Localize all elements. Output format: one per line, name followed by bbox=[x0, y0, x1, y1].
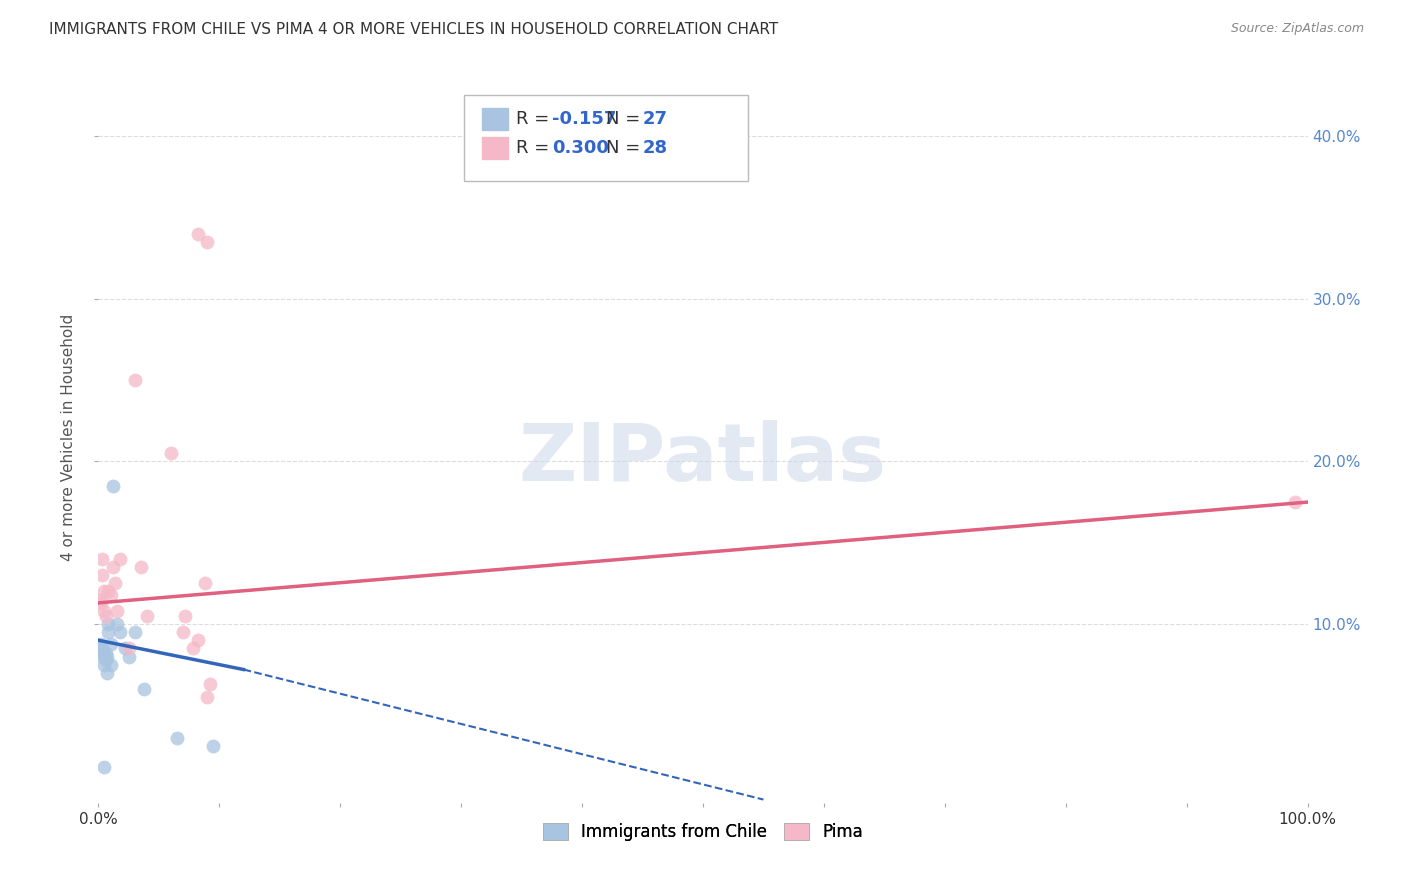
Point bbox=[105, 604, 128, 618]
Point bbox=[91, 645, 114, 659]
Point bbox=[93, 584, 115, 599]
Text: N =: N = bbox=[606, 139, 647, 157]
Point bbox=[100, 657, 122, 672]
Point bbox=[187, 227, 209, 241]
Point bbox=[93, 646, 115, 660]
Point bbox=[195, 690, 218, 705]
Point bbox=[100, 588, 122, 602]
Point bbox=[97, 625, 120, 640]
Point bbox=[93, 604, 115, 618]
Point bbox=[96, 665, 118, 680]
Point bbox=[118, 649, 141, 664]
Y-axis label: 4 or more Vehicles in Household: 4 or more Vehicles in Household bbox=[60, 313, 76, 561]
Point bbox=[114, 641, 136, 656]
Point bbox=[101, 479, 124, 493]
FancyBboxPatch shape bbox=[482, 108, 509, 130]
Point bbox=[94, 646, 117, 660]
FancyBboxPatch shape bbox=[464, 95, 748, 181]
Point bbox=[166, 731, 188, 745]
Point bbox=[93, 760, 115, 774]
Point bbox=[94, 608, 117, 623]
Text: 28: 28 bbox=[643, 139, 668, 157]
Point bbox=[104, 576, 127, 591]
Point bbox=[194, 576, 217, 591]
Point bbox=[174, 608, 197, 623]
Point bbox=[172, 625, 194, 640]
Point bbox=[90, 646, 112, 660]
Point bbox=[160, 446, 183, 460]
Point bbox=[91, 646, 114, 660]
Point bbox=[198, 677, 221, 691]
Point bbox=[94, 653, 117, 667]
Text: 27: 27 bbox=[643, 110, 668, 128]
Text: N =: N = bbox=[606, 110, 647, 128]
Legend: Immigrants from Chile, Pima: Immigrants from Chile, Pima bbox=[534, 814, 872, 849]
Point bbox=[108, 625, 131, 640]
Point bbox=[96, 649, 118, 664]
Point bbox=[89, 641, 111, 656]
Point bbox=[93, 657, 115, 672]
FancyBboxPatch shape bbox=[482, 137, 509, 159]
Point bbox=[90, 636, 112, 650]
Point bbox=[118, 641, 141, 656]
Point bbox=[181, 641, 204, 656]
Text: Source: ZipAtlas.com: Source: ZipAtlas.com bbox=[1230, 22, 1364, 36]
Point bbox=[105, 617, 128, 632]
Point bbox=[124, 373, 146, 387]
Point bbox=[1284, 495, 1306, 509]
Point bbox=[124, 625, 146, 640]
Text: ZIPatlas: ZIPatlas bbox=[519, 420, 887, 498]
Point bbox=[202, 739, 225, 753]
Point bbox=[101, 560, 124, 574]
Point bbox=[187, 633, 209, 648]
Text: -0.157: -0.157 bbox=[551, 110, 616, 128]
Point bbox=[90, 596, 112, 610]
Point bbox=[100, 636, 122, 650]
Point bbox=[135, 608, 157, 623]
Point bbox=[108, 552, 131, 566]
Point bbox=[195, 235, 218, 249]
Point bbox=[91, 649, 114, 664]
Point bbox=[134, 681, 156, 696]
Point bbox=[89, 592, 111, 607]
Point bbox=[91, 568, 114, 582]
Point bbox=[91, 641, 114, 656]
Text: 0.300: 0.300 bbox=[551, 139, 609, 157]
Point bbox=[91, 552, 114, 566]
Point bbox=[97, 617, 120, 632]
Text: IMMIGRANTS FROM CHILE VS PIMA 4 OR MORE VEHICLES IN HOUSEHOLD CORRELATION CHART: IMMIGRANTS FROM CHILE VS PIMA 4 OR MORE … bbox=[49, 22, 779, 37]
Point bbox=[129, 560, 152, 574]
Text: R =: R = bbox=[516, 110, 554, 128]
Point bbox=[97, 584, 120, 599]
Text: R =: R = bbox=[516, 139, 554, 157]
